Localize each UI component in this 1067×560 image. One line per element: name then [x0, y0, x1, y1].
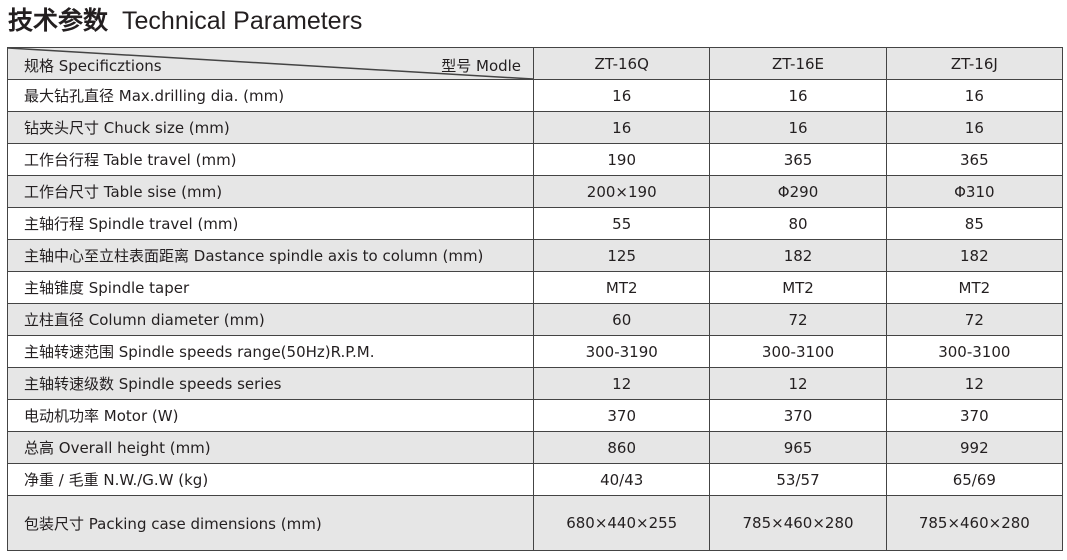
value-cell: 16: [533, 79, 711, 112]
value-cell: 300-3100: [885, 335, 1064, 368]
value-cell: 55: [533, 207, 711, 240]
title-cn: 技术参数: [8, 6, 109, 35]
value-cell: 16: [709, 111, 887, 144]
table-row: 立柱直径 Column diameter (mm) 60 72 72: [6, 303, 1064, 336]
parameters-table: 规格 Specificztions 型号 Modle ZT-16Q ZT-16E…: [6, 47, 1064, 551]
table-row: 最大钻孔直径 Max.drilling dia. (mm) 16 16 16: [6, 79, 1064, 112]
table-row: 工作台尺寸 Table sise (mm) 200×190 Φ290 Φ310: [6, 175, 1064, 208]
value-cell: 12: [709, 367, 887, 400]
spec-cell: 最大钻孔直径 Max.drilling dia. (mm): [6, 79, 535, 112]
value-cell: 300-3100: [709, 335, 887, 368]
value-cell: 16: [885, 79, 1064, 112]
table-row: 主轴转速范围 Spindle speeds range(50Hz)R.P.M. 3…: [6, 335, 1064, 368]
value-cell: 965: [709, 431, 887, 464]
value-cell: 365: [709, 143, 887, 176]
spec-cell: 主轴锥度 Spindle taper: [6, 271, 535, 304]
table-row: 主轴行程 Spindle travel (mm) 55 80 85: [6, 207, 1064, 240]
value-cell: 182: [709, 239, 887, 272]
value-cell: 12: [533, 367, 711, 400]
value-cell: 16: [885, 111, 1064, 144]
spec-cell: 主轴转速级数 Spindle speeds series: [6, 367, 535, 400]
value-cell: 40/43: [533, 463, 711, 496]
page-title: 技术参数 Technical Parameters: [8, 5, 362, 37]
value-cell: 785×460×280: [709, 495, 887, 551]
table-row: 电动机功率 Motor (W) 370 370 370: [6, 399, 1064, 432]
value-cell: 370: [885, 399, 1064, 432]
header-model-label: 型号 Modle: [441, 57, 522, 75]
value-cell: 60: [533, 303, 711, 336]
value-cell: 370: [533, 399, 711, 432]
header-spec-label: 规格 Specificztions: [24, 57, 162, 75]
spec-cell: 主轴行程 Spindle travel (mm): [6, 207, 535, 240]
table-row: 主轴转速级数 Spindle speeds series 12 12 12: [6, 367, 1064, 400]
spec-cell: 主轴转速范围 Spindle speeds range(50Hz)R.P.M.: [6, 335, 535, 368]
table-row: 工作台行程 Table travel (mm) 190 365 365: [6, 143, 1064, 176]
spec-cell: 净重 / 毛重 N.W./G.W (kg): [6, 463, 535, 496]
value-cell: 12: [885, 367, 1064, 400]
table-row: 主轴锥度 Spindle taper MT2 MT2 MT2: [6, 271, 1064, 304]
value-cell: Φ290: [709, 175, 887, 208]
spec-cell: 立柱直径 Column diameter (mm): [6, 303, 535, 336]
table-row: 净重 / 毛重 N.W./G.W (kg) 40/43 53/57 65/69: [6, 463, 1064, 496]
value-cell: 992: [885, 431, 1064, 464]
header-model-2: ZT-16E: [709, 47, 887, 80]
value-cell: 72: [709, 303, 887, 336]
value-cell: 72: [885, 303, 1064, 336]
spec-cell: 总高 Overall height (mm): [6, 431, 535, 464]
value-cell: 200×190: [533, 175, 711, 208]
table-row: 包装尺寸 Packing case dimensions (mm) 680×440…: [6, 495, 1064, 551]
header-model-1: ZT-16Q: [533, 47, 711, 80]
value-cell: 785×460×280: [885, 495, 1064, 551]
value-cell: MT2: [709, 271, 887, 304]
value-cell: 53/57: [709, 463, 887, 496]
value-cell: 860: [533, 431, 711, 464]
spec-cell: 钻夹头尺寸 Chuck size (mm): [6, 111, 535, 144]
value-cell: 65/69: [885, 463, 1064, 496]
spec-cell: 电动机功率 Motor (W): [6, 399, 535, 432]
value-cell: 16: [533, 111, 711, 144]
header-spec-cell: 规格 Specificztions 型号 Modle: [6, 47, 535, 80]
value-cell: MT2: [533, 271, 711, 304]
diagonal-divider: [8, 48, 533, 79]
table-row: 总高 Overall height (mm) 860 965 992: [6, 431, 1064, 464]
spec-cell: 主轴中心至立柱表面距离 Dastance spindle axis to col…: [6, 239, 535, 272]
spec-cell: 包装尺寸 Packing case dimensions (mm): [6, 495, 535, 551]
value-cell: 190: [533, 143, 711, 176]
value-cell: 125: [533, 239, 711, 272]
value-cell: 16: [709, 79, 887, 112]
value-cell: 182: [885, 239, 1064, 272]
value-cell: Φ310: [885, 175, 1064, 208]
value-cell: MT2: [885, 271, 1064, 304]
table-row: 钻夹头尺寸 Chuck size (mm) 16 16 16: [6, 111, 1064, 144]
table-header-row: 规格 Specificztions 型号 Modle ZT-16Q ZT-16E…: [6, 47, 1064, 80]
title-en: Technical Parameters: [122, 7, 363, 35]
value-cell: 370: [709, 399, 887, 432]
value-cell: 85: [885, 207, 1064, 240]
value-cell: 365: [885, 143, 1064, 176]
value-cell: 300-3190: [533, 335, 711, 368]
value-cell: 80: [709, 207, 887, 240]
spec-cell: 工作台尺寸 Table sise (mm): [6, 175, 535, 208]
value-cell: 680×440×255: [533, 495, 711, 551]
table-row: 主轴中心至立柱表面距离 Dastance spindle axis to col…: [6, 239, 1064, 272]
header-model-3: ZT-16J: [885, 47, 1064, 80]
spec-cell: 工作台行程 Table travel (mm): [6, 143, 535, 176]
